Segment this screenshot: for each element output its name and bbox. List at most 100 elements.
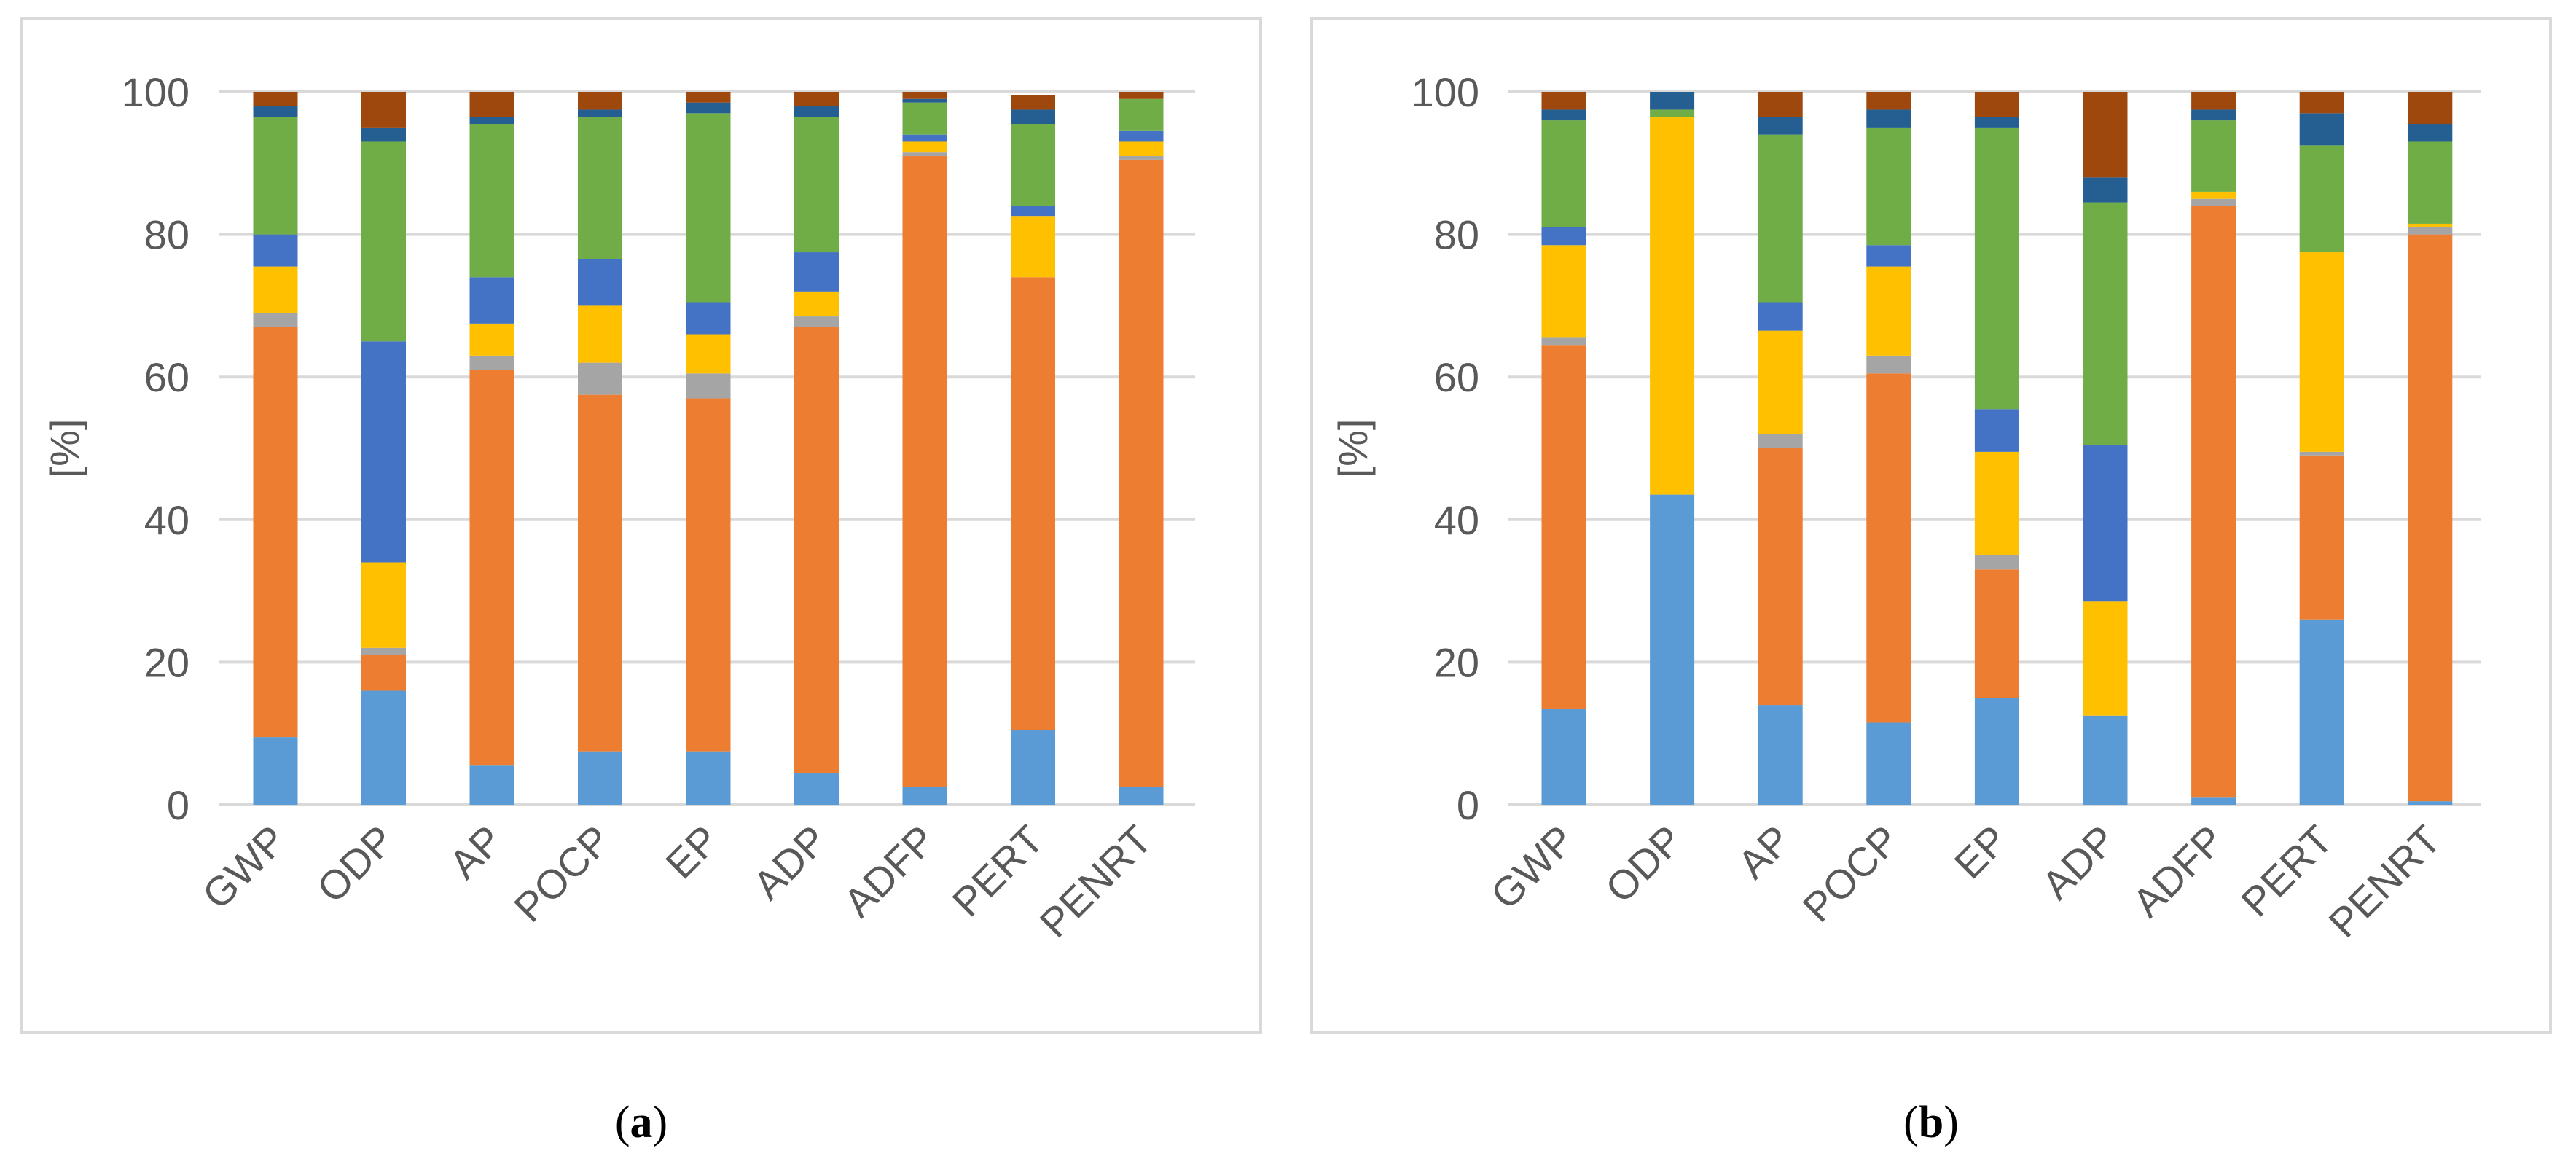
bar-segment [1866,109,1911,128]
bar-segment [1974,698,2019,805]
bar-segment [2191,198,2236,206]
bar-segment [2408,92,2453,125]
y-tick-label: 20 [1434,639,1479,685]
bar-segment [2191,92,2236,110]
bar-segment [686,113,731,303]
bar-segment [253,106,298,117]
bar-segment [2083,202,2128,445]
bar-segment [2408,801,2453,805]
y-tick-label: 40 [1434,497,1479,543]
bar-segment [2299,619,2344,805]
bar-segment [2408,227,2453,235]
bar-segment [1650,109,1695,117]
bar-segment [469,355,514,370]
bar-segment [1119,159,1164,787]
bar-segment [902,141,947,153]
bar-segment [2191,191,2236,199]
bar-segment [794,106,839,117]
bar-segment [1758,448,1803,706]
bar-segment [1541,345,1586,709]
bar-segment [2299,455,2344,620]
bar-segment [469,92,514,117]
bar-segment [2299,92,2344,114]
bar-segment [686,398,731,752]
bar-segment [1011,109,1055,125]
bar-segment [1119,156,1164,160]
bar-segment [902,92,947,99]
bar-segment [253,737,298,805]
bar-segment [578,305,622,363]
bar-segment [578,109,622,117]
bar-segment [1866,92,1911,110]
bar-segment [1119,98,1164,131]
bar-segment [1974,451,2019,555]
bar-segment [1119,92,1164,99]
bar-segment [578,117,622,259]
bar-segment [361,690,406,805]
bar-segment [1866,266,1911,356]
bar-segment [469,117,514,125]
bar-segment [1541,120,1586,227]
y-tick-label: 80 [144,212,189,258]
y-tick-label: 60 [1434,354,1479,400]
bar-segment [578,751,622,805]
bar-segment [361,127,406,142]
bar-segment [253,327,298,738]
bar-segment [469,765,514,805]
bar-segment [1650,92,1695,110]
bar-segment [469,370,514,766]
bar-segment [794,117,839,253]
bar-segment [1011,95,1055,110]
bar-segment [686,751,731,805]
bar-segment [1541,227,1586,246]
bar-segment [902,102,947,135]
bar-segment [1974,555,2019,570]
bar-segment [686,102,731,114]
bar-segment [1758,434,1803,448]
bar-segment [253,117,298,235]
bar-segment [794,772,839,805]
bar-segment [686,92,731,103]
bar-segment [794,252,839,292]
bar-segment [578,92,622,110]
bar-segment [2191,109,2236,121]
y-tick-label: 20 [144,639,189,685]
bar-segment [1541,92,1586,110]
bar-segment [1758,117,1803,135]
bar-segment [2083,177,2128,203]
bar-segment [1011,277,1055,730]
bar-segment [686,373,731,399]
bar-segment [578,362,622,395]
bar-segment [253,234,298,267]
bar-segment [361,655,406,691]
bar-segment [1974,409,2019,452]
bar-segment [1119,130,1164,142]
bar-segment [2191,206,2236,798]
bar-segment [2299,451,2344,456]
bar-segment [2083,715,2128,805]
bar-segment [253,92,298,106]
bar-segment [1758,705,1803,805]
bar-segment [1541,245,1586,338]
caption-b: (b) [1903,1098,1959,1147]
bar-segment [1758,92,1803,117]
bar-segment [1974,92,2019,117]
bar-segment [2299,145,2344,253]
bar-segment [1650,494,1695,805]
bar-segment [902,98,947,103]
bar-segment [2083,601,2128,716]
bar-segment [686,302,731,335]
bar-segment [902,156,947,787]
bar-segment [1011,216,1055,278]
bar-segment [2408,234,2453,802]
bar-segment [2408,141,2453,224]
y-tick-label: 80 [1434,212,1479,258]
y-tick-label: 100 [122,69,189,115]
bar-segment [902,134,947,142]
bar-segment [469,277,514,324]
bar-segment [578,394,622,752]
bar-segment [2299,252,2344,452]
bar-segment [1758,134,1803,303]
bar-segment [2191,120,2236,192]
